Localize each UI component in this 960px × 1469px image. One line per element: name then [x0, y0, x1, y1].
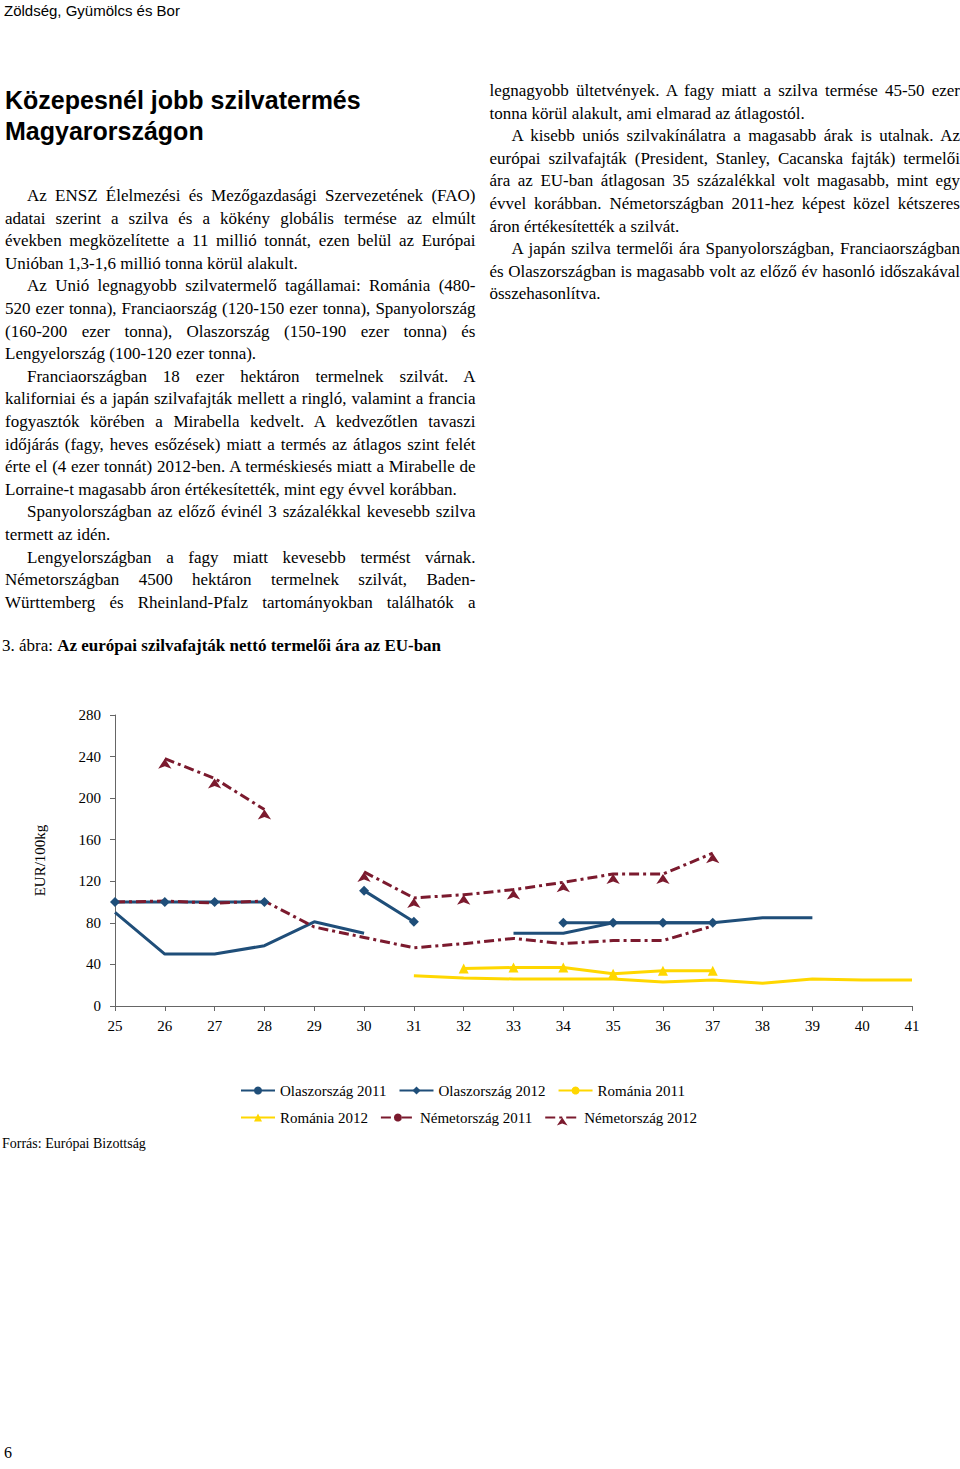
svg-text:28: 28 — [257, 1018, 272, 1034]
svg-text:25: 25 — [108, 1018, 123, 1034]
svg-text:35: 35 — [606, 1018, 621, 1034]
html-text:6: 6 — [4, 1444, 12, 1461]
svg-text:Németország 2011: Németország 2011 — [420, 1110, 532, 1126]
svg-text:0: 0 — [94, 998, 102, 1014]
svg-text:39: 39 — [805, 1018, 820, 1034]
svg-text:29: 29 — [307, 1018, 322, 1034]
html-text:Lengyelországban a fagy miatt: Lengyelországban a fagy miatt kevesebb t… — [5, 81, 960, 612]
svg-text:40: 40 — [86, 956, 101, 972]
html-text:Közepesnél jobb szilvatermés: Közepesnél jobb szilvatermés — [5, 86, 361, 114]
svg-text:40: 40 — [855, 1018, 870, 1034]
html-text:Forrás: Európai Bizottság: Forrás: Európai Bizottság — [2, 1136, 146, 1151]
svg-text:26: 26 — [157, 1018, 173, 1034]
html-text:Spanyolországban az előző évin: Spanyolországban az előző évinél 3 száza… — [5, 502, 476, 544]
html-text:Magyarországon: Magyarországon — [5, 117, 204, 145]
svg-text:31: 31 — [406, 1018, 421, 1034]
svg-text:80: 80 — [86, 915, 101, 931]
html-text:A kisebb uniós szilvakínálatra: A kisebb uniós szilvakínálatra a magasab… — [489, 126, 960, 236]
svg-text:41: 41 — [905, 1018, 920, 1034]
html-text:3. ábra: Az európai szilvafajt: 3. ábra: Az európai szilvafajták nettó t… — [2, 636, 442, 655]
html-text:Franciaországban 18 ezer hektá: Franciaországban 18 ezer hektáron termel… — [5, 366, 476, 499]
svg-text:120: 120 — [79, 873, 102, 889]
svg-text:32: 32 — [456, 1018, 471, 1034]
svg-text:240: 240 — [79, 749, 102, 765]
html-text:Az ENSZ Élelmezési és Mezőgazd: Az ENSZ Élelmezési és Mezőgazdasági Szer… — [5, 186, 476, 273]
svg-text:Románia 2012: Románia 2012 — [280, 1110, 368, 1126]
html-text:Az Unió legnagyobb szilvaterme: Az Unió legnagyobb szilvatermelő tagálla… — [5, 276, 476, 364]
svg-text:38: 38 — [755, 1018, 770, 1034]
svg-text:EUR/100kg: EUR/100kg — [32, 824, 48, 896]
svg-text:27: 27 — [207, 1018, 223, 1034]
svg-text:280: 280 — [79, 707, 102, 723]
svg-text:Románia 2011: Románia 2011 — [598, 1083, 685, 1099]
html-text:Zöldség, Gyümölcs és Bor: Zöldség, Gyümölcs és Bor — [4, 2, 180, 19]
svg-text:160: 160 — [79, 832, 102, 848]
svg-text:Olaszország 2012: Olaszország 2012 — [438, 1083, 545, 1099]
svg-text:37: 37 — [705, 1018, 721, 1034]
svg-text:34: 34 — [556, 1018, 572, 1034]
svg-text:33: 33 — [506, 1018, 521, 1034]
svg-text:200: 200 — [79, 790, 102, 806]
svg-text:Olaszország 2011: Olaszország 2011 — [280, 1083, 387, 1099]
svg-text:30: 30 — [357, 1018, 372, 1034]
html-text:A japán szilva termelői ára Sp: A japán szilva termelői ára Spanyolorszá… — [489, 239, 960, 304]
svg-text:Németország 2012: Németország 2012 — [584, 1110, 697, 1126]
svg-text:36: 36 — [655, 1018, 671, 1034]
